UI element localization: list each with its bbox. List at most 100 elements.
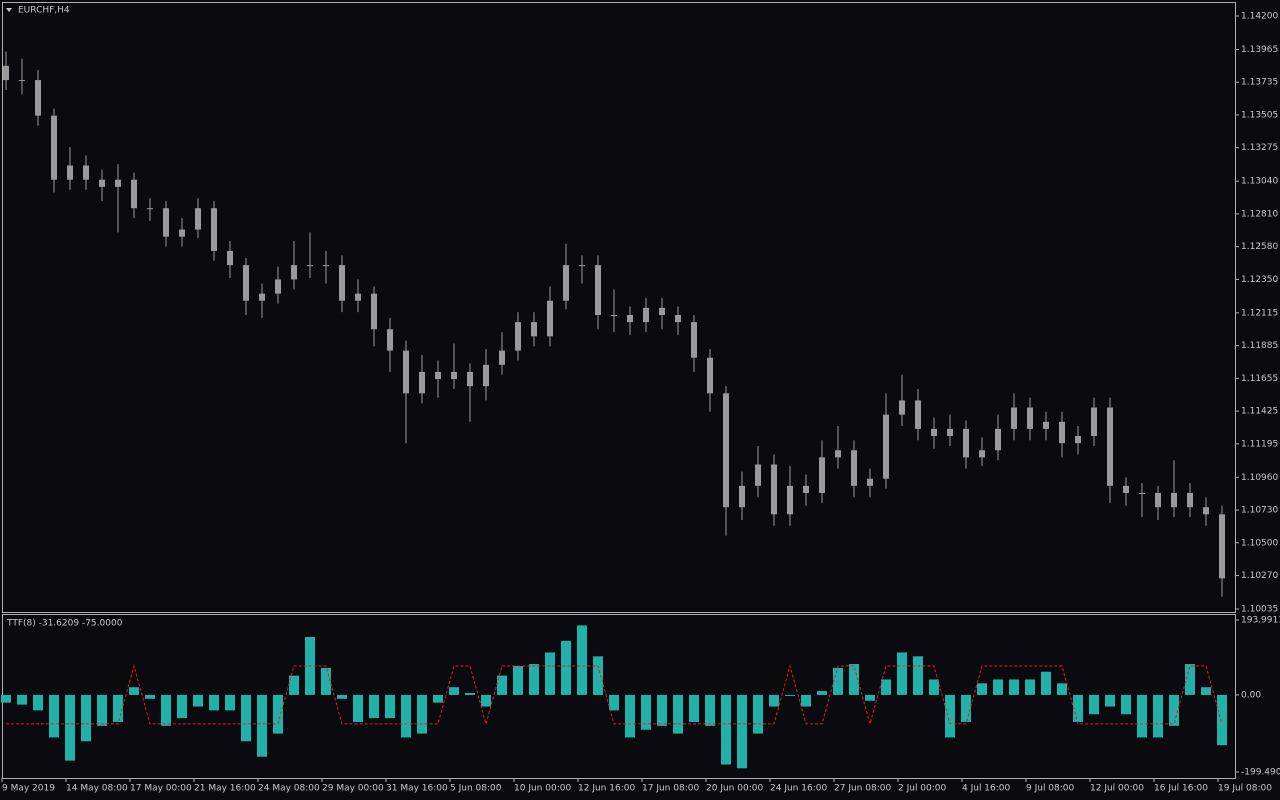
histogram-bar	[1, 694, 11, 703]
y-tick-label: 1.12115	[1241, 308, 1278, 318]
candle-body	[115, 179, 121, 187]
x-tick-label: 17 Jun 08:00	[642, 784, 699, 794]
histogram-bar	[1185, 664, 1195, 695]
histogram-bar	[241, 694, 251, 742]
candle-body	[371, 293, 377, 330]
candle-body	[611, 314, 617, 316]
x-tick-label: 19 Jul 08:00	[1218, 784, 1272, 794]
symbol-menu-arrow[interactable]	[6, 8, 12, 12]
candle-body	[211, 208, 217, 251]
histogram-bar	[753, 694, 763, 734]
candle-body	[67, 165, 73, 180]
histogram-bar	[481, 694, 491, 707]
histogram-bar	[545, 652, 555, 695]
histogram-bar	[33, 694, 43, 711]
candle-body	[883, 414, 889, 479]
histogram-bar	[1137, 694, 1147, 738]
x-tick-label: 5 Jun 08:00	[450, 784, 502, 794]
histogram-bar	[1121, 694, 1131, 715]
x-tick-label: 17 May 00:00	[130, 784, 192, 794]
candle-body	[899, 400, 905, 415]
candle-body	[259, 293, 265, 301]
x-tick-label: 29 May 00:00	[322, 784, 384, 794]
histogram-bar	[209, 694, 219, 711]
y-tick-label: 1.13965	[1241, 45, 1278, 55]
y-tick-label: 1.12810	[1241, 209, 1278, 219]
x-tick-label: 2 Jul 00:00	[898, 784, 947, 794]
candle-body	[675, 314, 681, 323]
x-tick-label: 24 Jun 16:00	[770, 784, 827, 794]
candle-body	[819, 457, 825, 493]
x-tick-label: 21 May 16:00	[194, 784, 256, 794]
candle-body	[51, 115, 57, 180]
candle-body	[627, 314, 633, 323]
histogram-bar	[721, 694, 731, 765]
candle-body	[419, 371, 425, 394]
y-tick-label: 1.11655	[1241, 374, 1278, 384]
histogram-bar	[513, 665, 523, 695]
histogram-bar	[113, 694, 123, 722]
candle-body	[387, 329, 393, 351]
candle-body	[1107, 407, 1113, 486]
candle-body	[691, 322, 697, 358]
candle-body	[915, 400, 921, 429]
histogram-bar	[65, 694, 75, 761]
histogram-bar	[705, 694, 715, 726]
y-tick-label: 1.10730	[1241, 506, 1278, 516]
y-tick-label: 0.00	[1241, 690, 1261, 700]
candle-body	[99, 179, 105, 187]
candle-body	[1059, 421, 1065, 444]
histogram-bar	[1217, 694, 1227, 746]
candle-body	[291, 265, 297, 280]
y-tick-label: -199.4904	[1241, 768, 1280, 778]
candle-body	[483, 364, 489, 387]
histogram-bar	[17, 694, 27, 705]
histogram-bar	[417, 694, 427, 734]
histogram-bar	[897, 652, 907, 695]
histogram-bar	[673, 694, 683, 734]
x-tick-label: 9 May 2019	[2, 784, 55, 794]
histogram-bar	[465, 693, 475, 695]
histogram-bar	[529, 664, 539, 695]
histogram-bar	[81, 694, 91, 742]
histogram-bar	[369, 694, 379, 719]
y-tick-label: 1.10960	[1241, 473, 1278, 483]
histogram-bar	[961, 694, 971, 722]
candle-body	[835, 450, 841, 458]
histogram-bar	[689, 694, 699, 722]
histogram-bar	[1105, 694, 1115, 707]
histogram-bar	[97, 694, 107, 726]
candle-body	[35, 80, 41, 116]
histogram-bar	[161, 694, 171, 726]
price-panel	[2, 2, 1236, 613]
candle-body	[3, 65, 9, 81]
x-tick-label: 4 Jul 16:00	[962, 784, 1011, 794]
x-tick-label: 10 Jun 00:00	[514, 784, 571, 794]
x-tick-label: 31 May 16:00	[386, 784, 448, 794]
histogram-bar	[385, 694, 395, 719]
candle-body	[131, 179, 137, 209]
indicator-title: TTF(8) -31.6209 -75.0000	[6, 619, 123, 629]
y-tick-label: 1.12580	[1241, 242, 1278, 252]
candle-body	[979, 450, 985, 458]
candle-body	[83, 165, 89, 180]
candle-body	[163, 208, 169, 237]
x-tick-label: 16 Jul 16:00	[1154, 784, 1208, 794]
histogram-bar	[1057, 683, 1067, 695]
y-tick-label: 1.13505	[1241, 110, 1278, 120]
x-tick-label: 24 May 08:00	[258, 784, 320, 794]
candle-body	[643, 307, 649, 323]
y-tick-label: 1.10035	[1241, 605, 1278, 615]
histogram-bar	[577, 625, 587, 695]
histogram-bar	[145, 694, 155, 699]
histogram-bar	[561, 640, 571, 695]
candle-body	[995, 428, 1001, 451]
candle-body	[1219, 514, 1225, 579]
histogram-bar	[177, 694, 187, 719]
candle-body	[531, 322, 537, 337]
y-tick-label: 1.11425	[1241, 407, 1278, 417]
candle-body	[947, 428, 953, 437]
candle-body	[467, 371, 473, 387]
